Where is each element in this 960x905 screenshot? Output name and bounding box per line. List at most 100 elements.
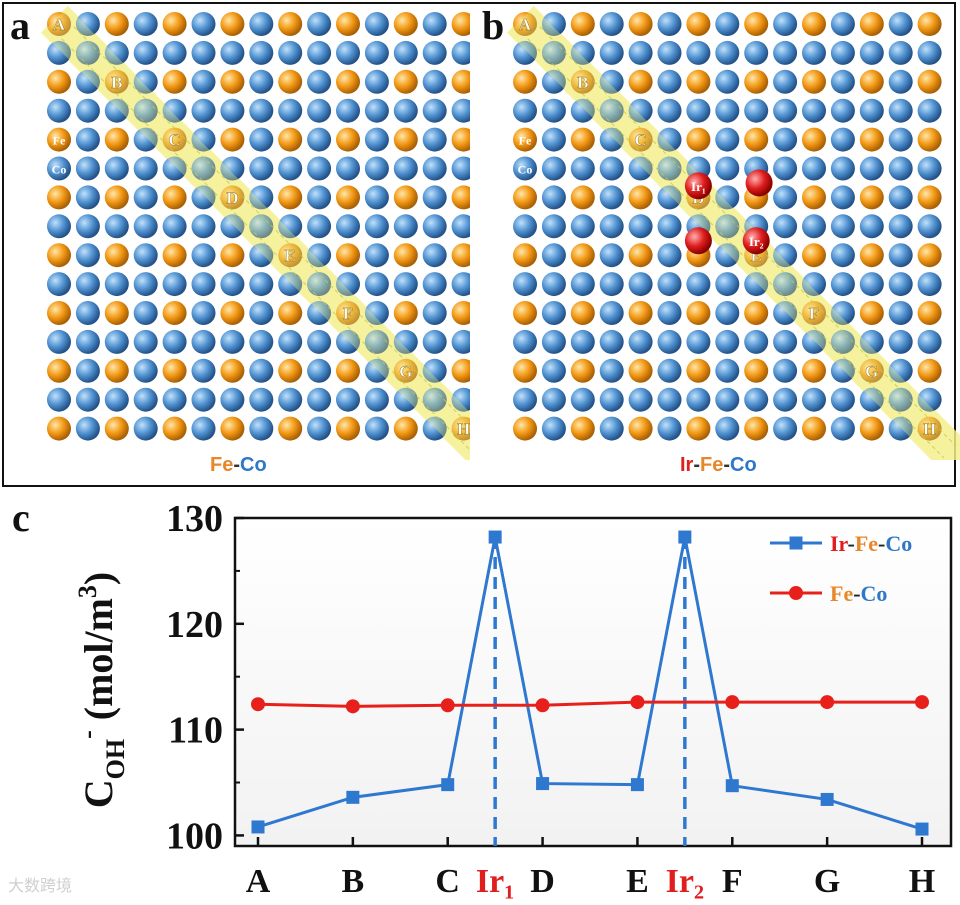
co-atom	[422, 243, 447, 268]
co-atom	[191, 40, 216, 65]
plot-area	[233, 516, 953, 848]
co-atom	[162, 329, 187, 354]
site-label: G	[399, 362, 412, 381]
co-atom	[888, 272, 913, 297]
co-atom	[364, 98, 389, 123]
x-tick-label: F	[722, 863, 743, 900]
co-atom	[104, 329, 129, 354]
co-atom	[715, 40, 740, 65]
fe-atom	[570, 301, 595, 325]
fe-atom	[917, 358, 942, 383]
fe-atom	[628, 12, 653, 36]
site-label: G	[865, 362, 878, 381]
legend-label-part: -	[848, 531, 855, 556]
co-atom	[393, 214, 418, 239]
fe-atom	[451, 301, 470, 325]
co-atom	[830, 98, 855, 123]
co-atom	[422, 214, 447, 239]
co-atom	[541, 12, 566, 36]
caption-fe: Fe	[700, 454, 724, 476]
co-atom	[657, 272, 682, 297]
co-atom	[364, 301, 389, 325]
fe-atom	[336, 185, 360, 210]
fe-element-label: Fe	[53, 134, 66, 148]
co-atom	[220, 272, 245, 297]
co-atom	[104, 98, 129, 123]
fe-atom	[686, 69, 711, 94]
co-atom	[628, 214, 653, 239]
fe-atom	[162, 301, 187, 325]
co-atom	[249, 358, 274, 383]
panel-c-letter: c	[12, 495, 30, 540]
co-atom	[364, 243, 389, 268]
data-point	[678, 530, 692, 544]
co-atom	[773, 329, 798, 354]
co-atom	[162, 98, 187, 123]
co-atom	[364, 358, 389, 383]
site-label: F	[809, 304, 819, 323]
data-point	[725, 695, 740, 710]
co-atom	[830, 156, 855, 181]
co-atom	[191, 214, 216, 239]
co-atom	[307, 416, 332, 441]
fe-atom	[744, 12, 769, 36]
data-point	[251, 697, 265, 712]
co-atom	[307, 358, 332, 383]
co-atom	[715, 127, 740, 152]
co-atom	[336, 40, 360, 65]
co-atom	[657, 156, 682, 181]
co-atom	[307, 387, 332, 412]
fe-co-lattice-model: A B C D E F G H Fe Co	[40, 5, 470, 460]
co-atom	[513, 40, 537, 65]
fe-atom	[220, 358, 245, 383]
co-atom	[133, 214, 158, 239]
fe-atom	[570, 127, 595, 152]
fe-atom	[220, 243, 245, 268]
fe-atom	[104, 69, 129, 94]
co-atom	[541, 272, 566, 297]
fe-atom	[744, 301, 769, 325]
co-atom	[422, 416, 447, 441]
co-atom	[191, 358, 216, 383]
diagonal-highlight-overlay	[42, 7, 470, 460]
fe-atom	[686, 127, 711, 152]
site-label: B	[577, 73, 588, 92]
fe-atom	[162, 127, 187, 152]
data-point	[345, 699, 360, 714]
co-atom	[133, 329, 158, 354]
fe-atom	[336, 416, 360, 441]
co-atom	[888, 98, 913, 123]
co-atom	[278, 329, 303, 354]
co-atom	[422, 69, 447, 94]
co-atom	[75, 243, 100, 268]
co-atom	[802, 98, 826, 123]
ir-atom	[742, 227, 770, 255]
co-atom	[917, 98, 942, 123]
co-atom	[686, 98, 711, 123]
co-atom	[75, 272, 100, 297]
co-atom	[715, 12, 740, 36]
ir-atom	[745, 169, 773, 197]
co-atom	[220, 156, 245, 181]
co-atom	[47, 40, 71, 65]
co-atom	[191, 12, 216, 36]
fe-atom	[513, 416, 537, 441]
co-atom	[657, 358, 682, 383]
co-atom	[917, 156, 942, 181]
ir-label: Ir₁	[691, 179, 706, 194]
co-atom	[773, 156, 798, 181]
fe-atom	[570, 12, 595, 36]
co-atom	[133, 127, 158, 152]
fe-atom	[393, 185, 418, 210]
co-atom	[888, 40, 913, 65]
co-atom	[451, 40, 470, 65]
co-atom	[830, 387, 855, 412]
co-atom	[570, 387, 595, 412]
site-label: F	[343, 304, 353, 323]
co-atom	[859, 40, 884, 65]
fe-atom	[278, 301, 303, 325]
co-atom	[917, 329, 942, 354]
site-label: H	[923, 420, 936, 439]
co-atom	[541, 127, 566, 152]
co-atom	[715, 358, 740, 383]
